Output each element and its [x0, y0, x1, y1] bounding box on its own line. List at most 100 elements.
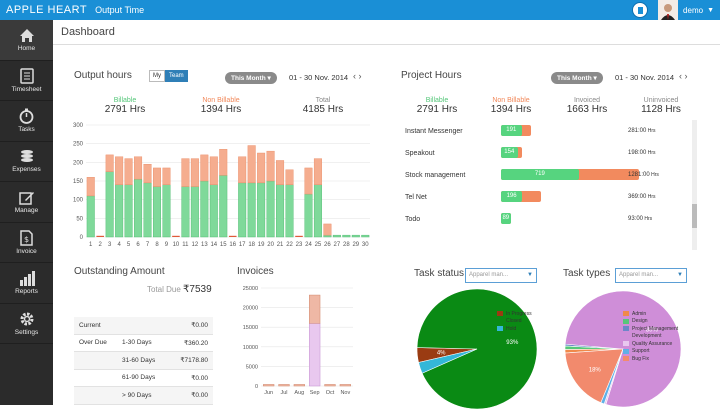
project-row[interactable]: Speakout 154 198:00 Hrs: [405, 144, 685, 164]
coins-icon: [20, 150, 33, 163]
legend-label: Admin: [632, 310, 647, 317]
legend-item[interactable]: Bug Fix: [623, 355, 678, 363]
app-brand[interactable]: APPLE HEART: [6, 4, 88, 16]
prev-arrow-icon[interactable]: ‹: [679, 71, 682, 81]
legend-item[interactable]: Project Management: [623, 325, 678, 333]
pie-slice-bug-fix: [564, 348, 624, 403]
hours-unit: Hrs: [649, 172, 659, 178]
legend-swatch: [623, 333, 629, 339]
task-status-title: Task status: [414, 268, 465, 279]
legend-item[interactable]: In Progress: [497, 310, 532, 318]
sidebar-item-invoice[interactable]: $ Invoice: [0, 223, 53, 263]
task-types-title: Task types: [563, 268, 611, 279]
x-tick-label: 21: [277, 242, 284, 248]
project-hours-value: 369:00 Hrs: [628, 194, 656, 200]
bar-non-billable: [105, 154, 114, 172]
next-arrow-icon[interactable]: ›: [358, 71, 362, 81]
x-tick-label: 4: [117, 242, 121, 248]
sidebar-item-settings[interactable]: Settings: [0, 304, 53, 344]
project-hours-bar: 154: [501, 147, 523, 158]
legend-swatch: [623, 311, 629, 317]
bar-non-billable: [304, 167, 313, 195]
x-tick-label: 24: [305, 242, 312, 248]
bar-non-billable: [313, 158, 322, 185]
next-arrow-icon[interactable]: ›: [684, 71, 688, 81]
bar-billable: [323, 234, 332, 238]
bar-empty: [295, 235, 303, 237]
project-row[interactable]: Stock management 719 1281:00 Hrs: [405, 166, 685, 186]
project-row[interactable]: Tel Net 196 369:00 Hrs: [405, 188, 685, 208]
x-tick-label: 9: [165, 242, 169, 248]
project-scrollbar-thumb[interactable]: [692, 204, 697, 228]
bar-empty: [228, 235, 237, 237]
project-scrollbar[interactable]: [692, 120, 697, 250]
x-tick-label: 30: [362, 242, 369, 248]
sidebar-item-reports[interactable]: Reports: [0, 263, 53, 304]
bar-chart-icon: [19, 270, 35, 286]
x-tick-label: 5: [127, 242, 131, 248]
invoice-bar: [324, 384, 336, 387]
legend-item[interactable]: Quality Assurance: [623, 340, 678, 348]
project-row[interactable]: Todo 89 93:00 Hrs: [405, 210, 685, 230]
legend-label: Bug Fix: [632, 355, 649, 362]
stat-value: 1394 Hrs: [200, 104, 242, 115]
stat-label: Non Billable: [492, 97, 530, 104]
output-hours-title: Output hours: [74, 70, 132, 81]
task-types-project-select[interactable]: Apparel man... ▼: [615, 268, 687, 283]
legend-item[interactable]: Closed: [497, 318, 532, 326]
stat-label: Invoiced: [573, 97, 601, 104]
bar-non-billable: [86, 177, 95, 197]
legend-item[interactable]: Development: [623, 333, 678, 341]
username[interactable]: demo: [683, 5, 704, 15]
x-tick-label: Aug: [294, 390, 304, 396]
x-tick-label: 10: [173, 242, 180, 248]
bar-non-billable: [266, 150, 275, 182]
pie-label: 18%: [589, 367, 602, 373]
bookmark-icon[interactable]: [632, 2, 649, 18]
sidebar-item-expenses[interactable]: Expenses: [0, 142, 53, 182]
bar-billable: [190, 186, 199, 238]
project-row[interactable]: Instant Messenger 191 281:00 Hrs: [405, 122, 685, 142]
avatar[interactable]: [658, 0, 679, 20]
x-tick-label: Oct: [326, 390, 335, 396]
legend-item[interactable]: Admin: [623, 310, 678, 318]
sidebar-item-timesheet[interactable]: Timesheet: [0, 61, 53, 101]
stat-value: 4185 Hrs: [302, 104, 344, 115]
legend-item[interactable]: Support: [623, 348, 678, 356]
hours-number: 93:00: [628, 216, 644, 222]
table-cell: ₹0.00: [191, 322, 208, 330]
output-period-select[interactable]: This Month ▾: [225, 72, 277, 84]
sidebar-item-tasks[interactable]: Tasks: [0, 101, 53, 142]
chevron-down-icon[interactable]: ▼: [707, 6, 714, 14]
task-status-project-select[interactable]: Apparel man... ▼: [465, 268, 537, 283]
pie-label: 80%: [646, 328, 659, 334]
prev-arrow-icon[interactable]: ‹: [353, 71, 356, 81]
sidebar-item-manage[interactable]: Manage: [0, 182, 53, 223]
legend-item[interactable]: Design: [623, 318, 678, 326]
svg-text:$: $: [24, 235, 29, 244]
bar-non-billable: [115, 156, 124, 185]
sidebar-item-home[interactable]: Home: [0, 20, 53, 61]
gear-icon: [20, 312, 33, 326]
legend-item[interactable]: Hold: [497, 325, 532, 333]
toggle-team[interactable]: Team: [165, 70, 188, 82]
bar-non-billable: [276, 160, 285, 185]
project-period-select[interactable]: This Month ▾: [551, 72, 603, 84]
project-hours-bar: 196: [501, 191, 541, 202]
bar-billable: [86, 195, 95, 238]
project-hours-bar: 719: [501, 169, 640, 180]
total-due: Total Due ₹7539: [147, 284, 212, 295]
project-date-range: 01 - 30 Nov. 2014: [615, 73, 675, 82]
legend-swatch: [497, 311, 503, 317]
period-label: This Month: [231, 75, 266, 82]
toggle-my[interactable]: My: [149, 70, 165, 82]
x-tick-label: 1: [89, 242, 93, 248]
x-tick-label: 6: [136, 242, 140, 248]
total-due-value: ₹7539: [183, 284, 212, 295]
bar-empty: [96, 235, 104, 237]
sidebar-item-label: Invoice: [16, 247, 37, 255]
y-tick-label: 20000: [243, 306, 258, 312]
x-tick-label: 27: [334, 242, 341, 248]
bar-empty: [172, 235, 180, 237]
main-content: Dashboard Output hours My Team This Mont…: [53, 20, 720, 410]
